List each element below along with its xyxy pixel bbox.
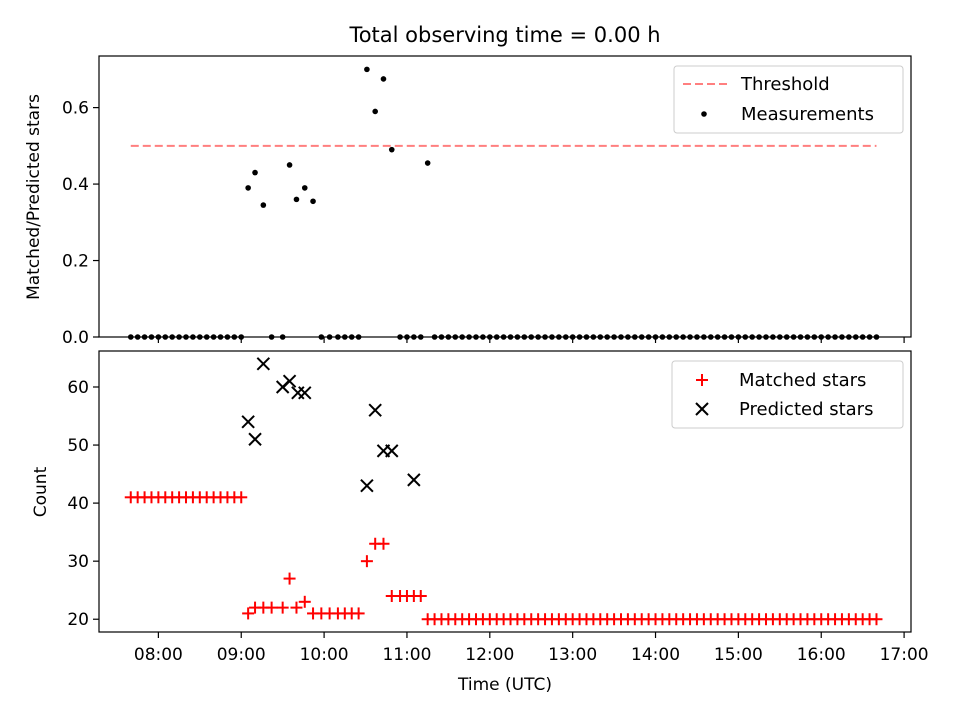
predicted-star-point	[256, 357, 271, 371]
measurement-point	[293, 196, 300, 203]
measurement-point	[372, 108, 378, 115]
measurement-point	[260, 202, 267, 208]
bottom-y-tick-label: 20	[67, 610, 89, 630]
top-legend-box	[673, 65, 904, 134]
bottom-y-axis: 20 30 40 50 60	[67, 378, 99, 630]
top-panel: 0.0 0.2 0.4 0.6 Matched/Predicted stars Thr…	[24, 55, 912, 348]
predicted-star-point	[241, 415, 255, 429]
legend-predicted-swatch	[695, 402, 709, 416]
bottom-x-tick-label: 13:00	[548, 645, 597, 665]
bottom-y-tick-label: 60	[67, 378, 89, 398]
measurement-point	[364, 66, 370, 73]
matched-star-point	[377, 537, 390, 550]
legend-measurements-swatch	[701, 111, 707, 117]
bottom-y-tick-label: 30	[67, 552, 89, 572]
chart-title: Total observing time = 0.00 h	[348, 23, 660, 47]
matched-star-point	[283, 572, 296, 585]
matched-star-point	[290, 601, 303, 614]
matched-star-point	[265, 601, 278, 614]
predicted-star-point	[291, 386, 305, 400]
predicted-star-point	[282, 374, 297, 388]
measurement-point	[286, 162, 293, 168]
matched-star-point	[298, 595, 311, 608]
top-y-axis: 0.0 0.2 0.4 0.6	[62, 99, 99, 348]
bottom-x-tick-label: 14:00	[631, 645, 680, 665]
bottom-x-axis: 08:00 09:00 10:00 11:00 12:00 13:00 14:00 15:00…	[134, 632, 929, 665]
top-plot-frame	[98, 55, 912, 338]
matched-star-point	[235, 491, 248, 504]
bottom-x-tick-label: 16:00	[797, 645, 846, 665]
measurement-point	[252, 169, 258, 176]
legend-matched-swatch	[696, 374, 708, 386]
predicted-star-point	[360, 478, 374, 493]
bottom-x-tick-label: 11:00	[382, 645, 431, 665]
bottom-plot-frame	[98, 350, 912, 633]
bottom-x-tick-label: 08:00	[134, 645, 183, 665]
bottom-y-axis-label: Count	[31, 466, 51, 517]
measurement-point	[310, 198, 316, 205]
top-y-tick-label: 0.6	[62, 99, 89, 119]
x-axis-label: Time (UTC)	[457, 675, 552, 695]
legend-matched-label: Matched stars	[739, 370, 866, 391]
legend-measurements-label: Measurements	[741, 104, 874, 125]
top-y-tick-label: 0.0	[62, 328, 89, 348]
predicted-star-point	[407, 473, 421, 487]
bottom-panel: 20 30 40 50 60 08:00 09:00 10:00 11:00 12:00 13:0…	[31, 350, 929, 695]
predicted-stars-series	[241, 357, 421, 493]
measurement-point	[301, 185, 308, 191]
top-x-ticks	[157, 337, 905, 343]
bottom-y-tick-label: 50	[67, 436, 89, 456]
measurement-point	[424, 160, 431, 166]
measurement-point	[388, 146, 395, 153]
top-y-axis-label: Matched/Predicted stars	[24, 94, 44, 300]
matched-star-point	[870, 613, 883, 626]
predicted-star-point	[298, 386, 312, 400]
matched-star-point	[276, 601, 289, 614]
bottom-legend-box	[671, 360, 904, 429]
predicted-star-point	[385, 444, 399, 458]
predicted-star-point	[368, 403, 382, 417]
matched-star-point	[414, 590, 427, 603]
bottom-legend: Matched stars Predicted stars	[671, 360, 904, 429]
bottom-x-tick-label: 12:00	[465, 645, 514, 665]
legend-threshold-label: Threshold	[740, 74, 830, 95]
matched-star-point	[242, 607, 255, 620]
top-y-tick-label: 0.4	[62, 175, 89, 195]
matched-stars-series	[124, 491, 883, 626]
matched-star-point	[352, 607, 365, 620]
top-y-tick-label: 0.2	[62, 252, 89, 272]
measurement-point	[245, 185, 251, 191]
matched-star-point	[360, 555, 373, 568]
bottom-y-tick-label: 40	[67, 494, 89, 514]
bottom-x-tick-label: 15:00	[714, 645, 763, 665]
bottom-x-tick-label: 10:00	[300, 645, 349, 665]
legend-predicted-label: Predicted stars	[739, 399, 873, 420]
bottom-x-tick-label: 09:00	[217, 645, 266, 665]
top-legend: Threshold Measurements	[673, 65, 904, 134]
predicted-star-point	[248, 432, 262, 446]
bottom-x-tick-label: 17:00	[880, 645, 929, 665]
measurement-point	[380, 76, 387, 82]
